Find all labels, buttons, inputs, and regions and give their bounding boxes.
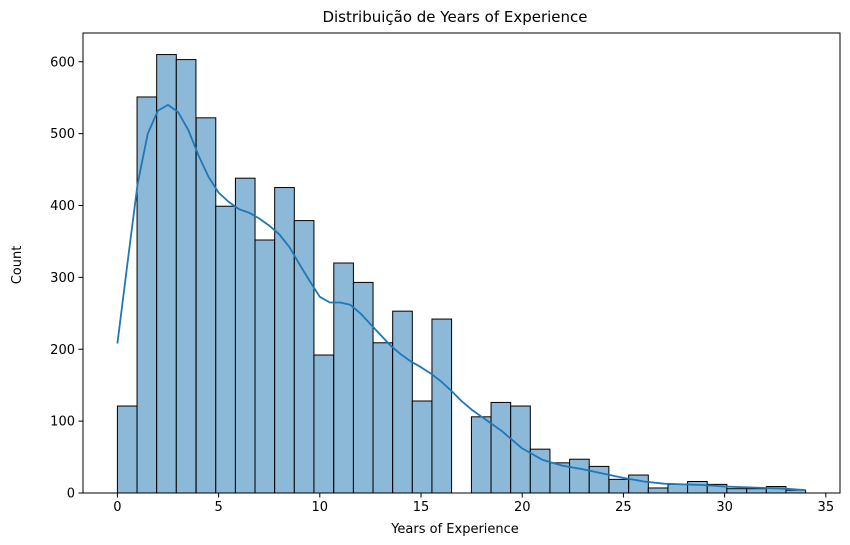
histogram-bar-1 xyxy=(136,96,158,494)
x-axis-title: Years of Experience xyxy=(390,522,519,537)
histogram-bar-26 xyxy=(628,474,649,494)
y-tick-label: 300 xyxy=(50,271,75,286)
histogram-bar-29 xyxy=(687,481,708,494)
histogram-bar-12 xyxy=(352,281,374,494)
histogram-bar-4 xyxy=(195,117,217,494)
histogram-bar-31 xyxy=(726,488,747,494)
y-axis-title: Count xyxy=(10,246,25,285)
y-tick-label: 600 xyxy=(50,55,75,70)
y-tick-label: 400 xyxy=(50,199,75,214)
x-tick-label: 30 xyxy=(716,500,733,515)
axes-frame xyxy=(82,32,841,494)
x-tick-label: 5 xyxy=(214,500,222,515)
histogram-bar-2 xyxy=(156,54,177,494)
histogram-bar-0 xyxy=(116,405,138,494)
histogram-bar-11 xyxy=(333,262,354,494)
x-tick-label: 35 xyxy=(818,500,835,515)
histogram-bar-10 xyxy=(313,354,335,494)
histogram-bar-22 xyxy=(549,462,571,494)
histogram-bar-28 xyxy=(667,483,689,494)
histogram-bar-25 xyxy=(608,478,630,494)
y-tick-label: 200 xyxy=(50,343,75,358)
x-tick-label: 25 xyxy=(615,500,632,515)
histogram-bar-27 xyxy=(647,487,669,494)
histogram-bar-19 xyxy=(490,401,512,494)
x-tick-label: 15 xyxy=(413,500,430,515)
y-tick-label: 500 xyxy=(50,127,75,142)
histogram-bar-32 xyxy=(746,488,767,494)
histogram-bar-20 xyxy=(510,405,531,494)
histogram-bar-15 xyxy=(411,400,433,494)
histogram-bar-5 xyxy=(215,205,236,494)
chart-title: Distribuição de Years of Experience xyxy=(322,8,587,26)
histogram-bar-6 xyxy=(234,177,256,494)
histogram-bar-14 xyxy=(392,310,413,494)
x-tick-label: 10 xyxy=(312,500,329,515)
kde-line xyxy=(116,104,806,491)
histogram-bar-18 xyxy=(470,416,492,494)
histogram-bar-23 xyxy=(569,458,590,494)
histogram-bar-16 xyxy=(431,318,453,494)
plot-area: 0 5 10 15 20 25 30 35 0 100 200 300 400 500 600 xyxy=(50,32,841,515)
y-tick-label: 0 xyxy=(67,487,75,502)
x-tick-label: 0 xyxy=(113,500,121,515)
x-tick-label: 20 xyxy=(514,500,531,515)
histogram-bar-21 xyxy=(529,448,551,494)
histogram-bar-13 xyxy=(372,342,394,494)
y-tick-label: 100 xyxy=(50,415,75,430)
histogram-bar-7 xyxy=(254,239,276,494)
